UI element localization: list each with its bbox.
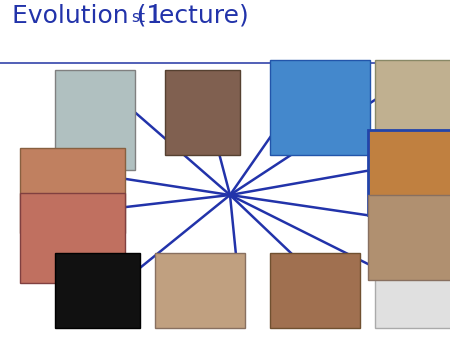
Bar <box>20 148 125 233</box>
Bar <box>155 253 245 328</box>
Text: st: st <box>131 10 145 25</box>
Bar <box>368 195 450 280</box>
Bar <box>375 253 450 328</box>
Bar <box>270 60 370 155</box>
Bar <box>165 70 240 155</box>
Bar <box>55 253 140 328</box>
Bar <box>368 130 450 215</box>
Bar <box>20 193 125 283</box>
Text: Evolution (1: Evolution (1 <box>12 4 162 28</box>
Bar <box>270 253 360 328</box>
Bar <box>55 70 135 170</box>
Text: lecture): lecture) <box>144 4 249 28</box>
Bar <box>375 60 450 150</box>
